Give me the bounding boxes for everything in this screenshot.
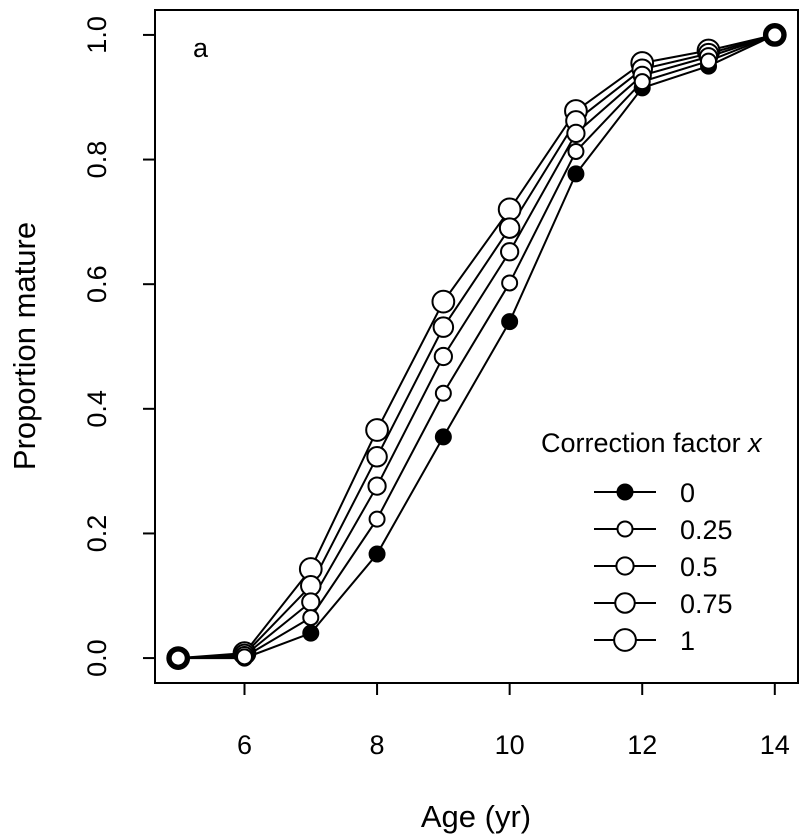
x-tick-label: 14 <box>760 730 790 760</box>
data-point-series-0 <box>501 313 519 331</box>
legend-marker-3 <box>614 592 636 614</box>
data-point-series-0 <box>567 165 585 183</box>
x-tick-label: 10 <box>495 730 525 760</box>
data-point-series-4 <box>365 418 389 442</box>
legend-marker-0 <box>616 483 634 501</box>
data-point-series-3 <box>366 446 388 468</box>
data-point-series-2 <box>433 346 453 367</box>
x-tick-label: 12 <box>627 730 657 760</box>
y-axis-title: Proportion mature <box>7 222 42 470</box>
data-point-series-3 <box>432 316 455 338</box>
x-axis-title: Age (yr) <box>421 799 531 834</box>
plot-frame <box>154 9 799 684</box>
series-layer <box>166 23 787 670</box>
series-line-1 <box>178 33 776 660</box>
legend-marker-1 <box>616 520 634 538</box>
panel-label: a <box>193 33 209 63</box>
y-axis: 0.0 0.2 0.4 0.6 0.8 1.0 <box>82 16 156 677</box>
y-tick-label: 1.0 <box>82 16 112 54</box>
legend-title: Correction factor x <box>541 428 763 458</box>
legend-label-4: 1 <box>680 626 695 656</box>
data-point-series-1 <box>633 73 651 91</box>
data-point-series-1 <box>434 384 452 402</box>
data-point-series-4 <box>431 289 456 314</box>
legend-label-1: 0.25 <box>680 515 733 545</box>
y-tick-label: 0.0 <box>82 639 112 677</box>
data-point-series-2 <box>566 123 586 144</box>
series-line-4 <box>178 33 776 660</box>
legend-marker-4 <box>613 628 637 652</box>
legend-label-0: 0 <box>680 478 695 508</box>
data-point-series-1 <box>501 274 519 292</box>
series-line-3 <box>178 33 776 660</box>
data-point-series-1 <box>368 510 386 528</box>
legend-title-text: Correction factor <box>541 428 748 458</box>
y-tick-label: 0.4 <box>82 390 112 428</box>
data-point-series-1 <box>700 52 718 70</box>
x-tick-label: 6 <box>237 730 252 760</box>
data-point-series-1 <box>567 142 585 160</box>
y-tick-label: 0.6 <box>82 265 112 303</box>
data-point-series-1 <box>302 609 320 627</box>
y-tick-label: 0.8 <box>82 141 112 179</box>
legend: Correction factor x 0 0.25 0.5 0.75 1 <box>541 428 763 656</box>
data-point-series-3 <box>498 217 521 239</box>
legend-label-2: 0.5 <box>680 552 718 582</box>
x-axis: 6 8 10 12 14 <box>237 682 790 760</box>
legend-label-3: 0.75 <box>680 589 733 619</box>
y-tick-label: 0.2 <box>82 515 112 553</box>
data-point-series-4 <box>497 197 522 222</box>
legend-title-variable: x <box>746 428 763 458</box>
data-point-series-0 <box>302 624 320 642</box>
data-point-series-1 <box>169 649 187 667</box>
data-point-series-2 <box>301 592 321 612</box>
series-line-2 <box>178 33 776 660</box>
data-point-series-2 <box>500 242 520 262</box>
data-point-series-0 <box>368 545 386 563</box>
x-tick-label: 8 <box>370 730 385 760</box>
data-point-series-1 <box>766 26 784 44</box>
legend-marker-2 <box>615 556 635 576</box>
data-point-series-0 <box>434 428 452 446</box>
series-line-0 <box>178 34 776 660</box>
data-point-series-2 <box>367 476 387 496</box>
data-point-series-1 <box>235 648 253 666</box>
